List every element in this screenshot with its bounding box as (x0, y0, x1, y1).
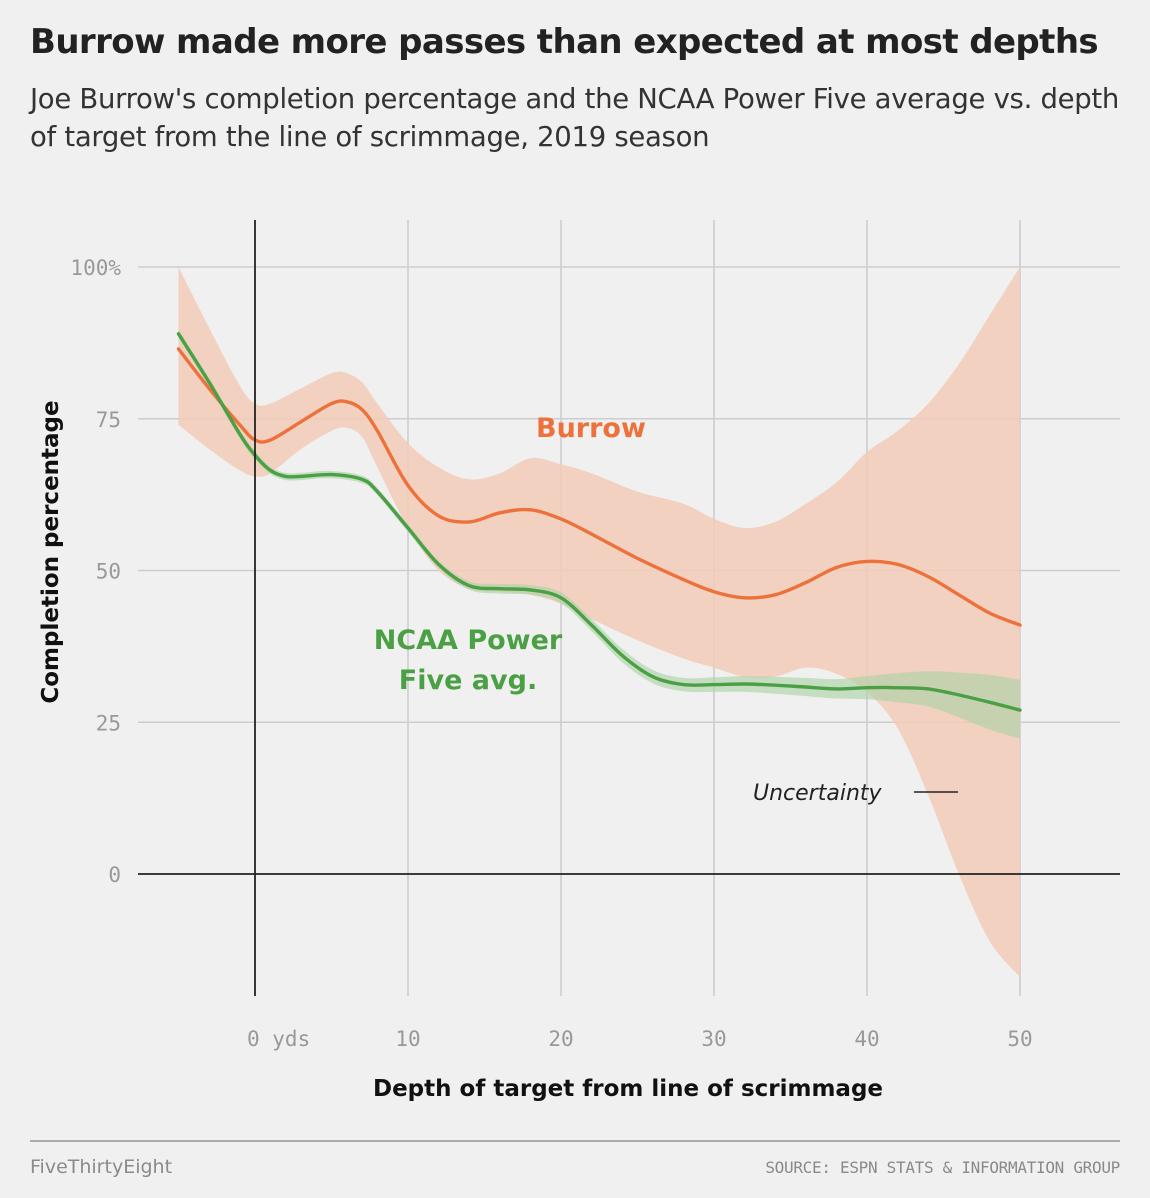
x-tick-label: 0 yds (247, 1027, 310, 1051)
chart-subtitle: Joe Burrow's completion percentage and t… (30, 83, 1120, 153)
ncaa-uncertainty-band (178, 329, 1020, 739)
footer-source: SOURCE: ESPN STATS & INFORMATION GROUP (765, 1158, 1120, 1177)
chart-title: Burrow made more passes than expected at… (30, 22, 1099, 62)
footer-brand: FiveThirtyEight (30, 1156, 173, 1178)
footer-divider (30, 1140, 1120, 1142)
band-layer (178, 267, 1020, 978)
y-tick-label: 0 (108, 863, 121, 887)
axes-layer (138, 220, 1120, 996)
x-axis-title: Depth of target from line of scrimmage (373, 1076, 883, 1102)
y-tick-label: 50 (96, 560, 121, 584)
x-tick-label: 30 (701, 1027, 726, 1051)
tick-label-layer: 100% 75 50 25 0 0 yds 10 20 30 40 50 (70, 256, 1032, 1051)
ncaa-series-line (176, 332, 1022, 712)
ncaa-series-label-line2: Five avg. (399, 665, 537, 696)
burrow-series-line (176, 347, 1022, 627)
uncertainty-annotation: Uncertainty (753, 781, 883, 806)
x-tick-label: 50 (1007, 1027, 1032, 1051)
x-tick-label: 20 (548, 1027, 573, 1051)
y-axis-title: Completion percentage (38, 400, 64, 703)
x-tick-label: 10 (395, 1027, 420, 1051)
y-tick-label: 25 (96, 711, 121, 735)
x-tick-label: 40 (854, 1027, 879, 1051)
burrow-uncertainty-band (178, 267, 1020, 978)
y-tick-label: 100% (70, 256, 121, 280)
ncaa-series-label-line1: NCAA Power (374, 625, 563, 656)
burrow-series-label: Burrow (536, 413, 646, 444)
y-tick-label: 75 (96, 408, 121, 432)
completion-chart: 100% 75 50 25 0 0 yds 10 20 30 40 50 Burrow NCAA P… (38, 220, 1120, 1102)
line-layer (176, 332, 1022, 712)
